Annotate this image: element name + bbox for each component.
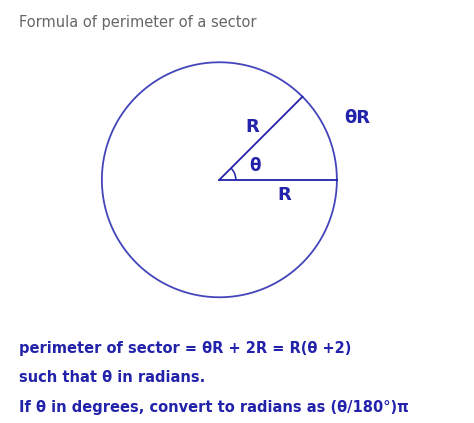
Text: If θ in degrees, convert to radians as (θ/180°)π: If θ in degrees, convert to radians as (… [19,400,409,415]
Text: such that θ in radians.: such that θ in radians. [19,370,205,385]
Text: Formula of perimeter of a sector: Formula of perimeter of a sector [19,15,256,30]
Text: R: R [246,118,259,136]
Text: perimeter of sector = θR + 2R = R(θ +2): perimeter of sector = θR + 2R = R(θ +2) [19,341,351,355]
Text: θ: θ [249,157,260,175]
Text: θR: θR [345,109,371,127]
Text: R: R [277,186,291,204]
